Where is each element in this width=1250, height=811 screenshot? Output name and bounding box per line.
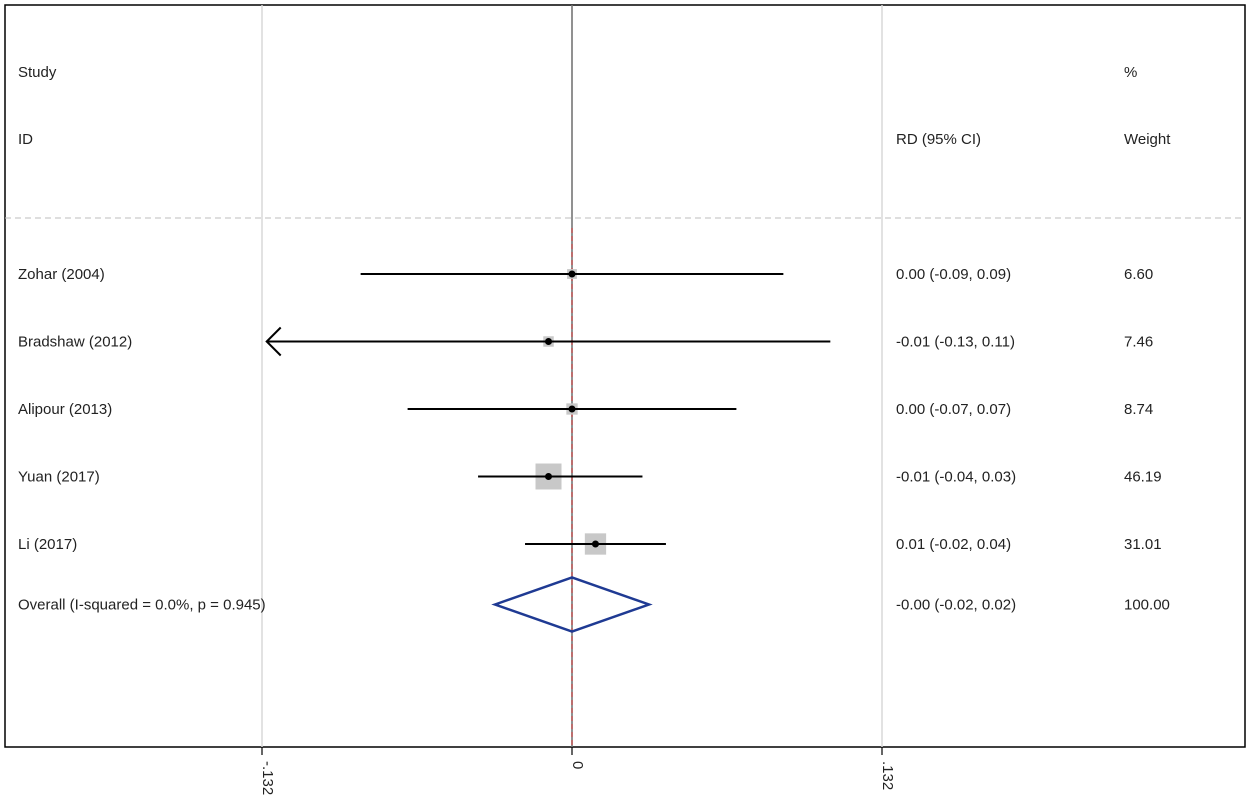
study-label: Alipour (2013): [18, 401, 112, 418]
percent-header: %: [1124, 64, 1137, 81]
study-ci-text: 0.00 (-0.09, 0.09): [896, 266, 1011, 283]
study-label: Bradshaw (2012): [18, 334, 132, 351]
overall-diamond: [491, 576, 653, 633]
rd-ci-header: RD (95% CI): [896, 131, 981, 148]
study-ci-text: -0.01 (-0.04, 0.03): [896, 469, 1016, 486]
study-header: Study: [18, 64, 57, 81]
study-label: Zohar (2004): [18, 266, 105, 283]
x-tick-label: .132: [879, 761, 896, 790]
study-rows: Zohar (2004) 0.00 (-0.09, 0.09) 6.60 Bradsh…: [18, 266, 1170, 633]
study-weight: 31.01: [1124, 536, 1162, 553]
x-tick-label: -.132: [259, 761, 276, 795]
overall-weight: 100.00: [1124, 597, 1170, 614]
overall-label: Overall (I-squared = 0.0%, p = 0.945): [18, 597, 266, 614]
plot-frame: [4, 4, 1246, 748]
point-estimate: [545, 338, 553, 345]
study-weight: 8.74: [1124, 401, 1153, 418]
point-estimate: [545, 473, 553, 480]
point-estimate: [568, 405, 576, 413]
study-weight: 7.46: [1124, 334, 1153, 351]
weight-header: Weight: [1124, 131, 1171, 148]
study-ci-text: -0.01 (-0.13, 0.11): [896, 334, 1015, 351]
study-weight: 46.19: [1124, 469, 1162, 486]
study-label: Yuan (2017): [18, 469, 100, 486]
x-axis-ticks: -.132 0 .132: [259, 747, 896, 795]
x-tick-label: 0: [569, 761, 586, 769]
study-ci-text: 0.01 (-0.02, 0.04): [896, 536, 1011, 553]
study-weight: 6.60: [1124, 266, 1153, 283]
point-estimate: [568, 270, 576, 278]
ci-arrow-left: [265, 326, 282, 357]
overall-ci-text: -0.00 (-0.02, 0.02): [896, 597, 1016, 614]
study-label: Li (2017): [18, 536, 77, 553]
point-estimate: [591, 540, 599, 548]
id-header: ID: [18, 131, 33, 148]
study-ci-text: 0.00 (-0.07, 0.07): [896, 401, 1011, 418]
